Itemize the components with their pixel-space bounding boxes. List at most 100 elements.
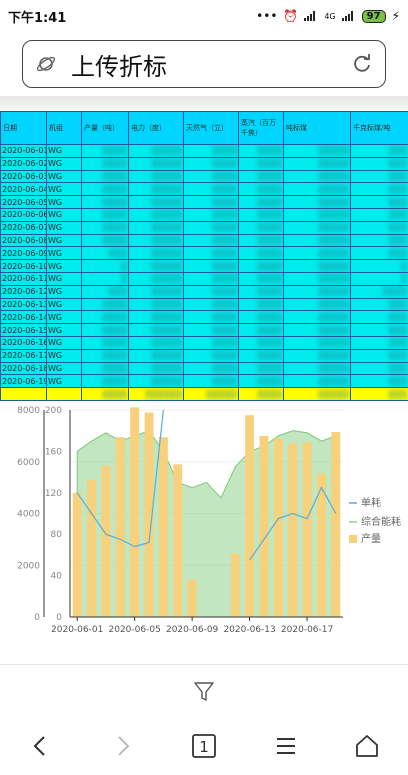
value-cell: ▒▒▒▒ — [183, 284, 239, 299]
value-cell: ▒ — [350, 259, 408, 273]
value-cell: ▒▒▒▒▒ — [128, 246, 184, 261]
value-cell: ▒▒▒▒ — [238, 207, 284, 222]
total-cell: ▒▒▒▒▒▒ — [128, 387, 184, 401]
value-cell: ▒▒▒▒▒ — [283, 271, 351, 286]
planet-icon — [36, 56, 56, 72]
table-row: 2020-06-16 WG ▒▒▒▒ ▒▒▒▒▒ ▒▒▒▒ ▒▒▒▒ ▒▒▒▒▒ ▒▒▒ — [0, 335, 408, 350]
value-cell: ▒▒▒▒ — [238, 335, 284, 350]
value-cell: ▒▒▒▒▒ — [128, 233, 184, 248]
value-cell: ▒▒▒▒▒ — [128, 284, 184, 299]
value-cell: ▒▒▒▒ — [238, 169, 284, 184]
battery-icon: 97 — [361, 9, 386, 23]
y-left-tick-label: 4000 — [17, 510, 40, 520]
value-cell: ▒▒▒▒ — [238, 361, 284, 376]
value-cell: ▒▒▒▒ — [81, 220, 129, 235]
total-cell — [46, 387, 82, 401]
y-mid-tick-label: 120 — [45, 489, 62, 499]
total-cell: ▒▒▒ — [350, 387, 408, 401]
value-cell: ▒▒▒▒ — [238, 144, 284, 158]
value-cell: ▒ — [350, 271, 408, 286]
unit-cell: WG — [46, 361, 82, 376]
filter-bar — [0, 664, 408, 716]
date-cell: 2020-06-03 — [0, 169, 47, 184]
date-cell: 2020-06-19 — [0, 374, 47, 389]
value-cell: ▒▒▒ — [350, 144, 408, 158]
table-row: 2020-06-04 WG ▒▒▒▒ ▒▒▒▒▒ ▒▒▒▒ ▒▒▒▒ ▒▒▒▒▒ ▒▒▒ — [0, 182, 408, 197]
value-cell: ▒▒▒ — [350, 246, 408, 261]
column-header: 产量（吨） — [81, 111, 129, 145]
area-series-综合能耗 — [76, 430, 337, 618]
table-row: 2020-06-02 WG ▒▒▒▒ ▒▒▒▒▒ ▒▒▒▒ ▒▒▒▒ ▒▒▒▒▒ ▒▒▒ — [0, 156, 408, 171]
value-cell: ▒▒▒▒▒ — [283, 169, 351, 184]
value-cell: ▒▒▒▒ — [183, 220, 239, 235]
tabs-button[interactable]: 1 — [184, 726, 224, 766]
forward-button[interactable] — [102, 726, 142, 766]
y-mid-tick-label: 80 — [51, 530, 63, 540]
value-cell: ▒▒▒▒ — [81, 169, 129, 184]
value-cell: ▒▒▒▒ — [238, 348, 284, 363]
unit-cell: WG — [46, 259, 82, 273]
more-dots-icon: ••• — [256, 9, 278, 23]
value-cell: ▒▒▒ — [81, 246, 129, 261]
value-cell: ▒▒▒▒ — [183, 271, 239, 286]
hamburger-icon — [276, 737, 295, 754]
value-cell: ▒▒▒▒▒ — [283, 348, 351, 363]
value-cell: ▒▒▒ — [350, 169, 408, 184]
bar-产量 — [115, 437, 125, 617]
table-row: 2020-06-09 WG ▒▒▒ ▒▒▒▒▒ ▒▒▒▒ ▒▒▒▒ ▒▒▒▒▒ ▒▒▒ — [0, 246, 408, 261]
unit-cell: WG — [46, 284, 82, 299]
x-tick-label: 2020-06-13 — [223, 625, 275, 635]
value-cell: ▒▒▒▒▒ — [128, 271, 184, 286]
address-bar[interactable]: 上传折标 — [22, 40, 386, 88]
home-button[interactable] — [347, 726, 387, 766]
value-cell: ▒▒▒▒▒ — [128, 182, 184, 197]
value-cell: ▒▒▒ — [350, 335, 408, 350]
bar-产量 — [288, 443, 298, 617]
value-cell: ▒▒▒▒ — [81, 233, 129, 248]
table-header-row: 日期 机组 产量（吨） 电力（度） 天然气（立） 蒸汽（百万千焦） 吨标煤 千克标煤/吨 — [0, 111, 408, 145]
back-button[interactable] — [21, 726, 61, 766]
unit-cell: WG — [46, 169, 82, 184]
value-cell: ▒▒▒▒▒ — [128, 169, 184, 184]
table-row: 2020-06-17 WG ▒▒▒▒ ▒▒▒▒▒ ▒▒▒▒ ▒▒▒▒ ▒▒▒▒▒ ▒▒▒ — [0, 348, 408, 363]
refresh-icon[interactable] — [351, 53, 373, 75]
svg-text:1: 1 — [199, 738, 209, 756]
value-cell: ▒▒▒ — [350, 374, 408, 389]
value-cell: ▒▒▒▒ — [238, 374, 284, 389]
value-cell: ▒▒▒▒ — [238, 310, 284, 325]
legend-label: 综合能耗 — [361, 515, 401, 528]
bar-产量 — [259, 435, 269, 617]
unit-cell: WG — [46, 335, 82, 350]
x-tick-label: 2020-06-05 — [109, 625, 161, 635]
value-cell: ▒▒▒▒ — [81, 144, 129, 158]
value-cell: ▒▒▒ — [350, 310, 408, 325]
value-cell: ▒▒▒▒▒ — [128, 374, 184, 389]
value-cell: ▒▒▒▒▒ — [283, 156, 351, 171]
total-cell: ▒▒▒▒ — [238, 387, 284, 401]
y-mid-tick-label: 200 — [45, 406, 62, 416]
bar-产量 — [72, 492, 82, 617]
column-header: 电力（度） — [128, 111, 184, 145]
value-cell: ▒▒▒▒ — [183, 156, 239, 171]
date-cell: 2020-06-07 — [0, 220, 47, 235]
value-cell: ▒▒▒▒ — [81, 182, 129, 197]
value-cell: ▒▒▒▒ — [81, 348, 129, 363]
unit-cell: WG — [46, 220, 82, 235]
value-cell: ▒▒▒▒ — [238, 195, 284, 209]
bar-产量 — [230, 553, 240, 617]
menu-button[interactable] — [266, 726, 306, 766]
filter-icon[interactable] — [192, 679, 216, 703]
date-cell: 2020-06-10 — [0, 259, 47, 273]
status-time: 下午1:41 — [8, 10, 67, 26]
value-cell: ▒▒▒▒ — [238, 323, 284, 337]
value-cell: ▒▒▒ — [350, 323, 408, 337]
value-cell: ▒▒▒▒▒ — [283, 182, 351, 197]
unit-cell: WG — [46, 207, 82, 222]
value-cell: ▒▒▒▒▒ — [283, 323, 351, 337]
date-cell: 2020-06-15 — [0, 323, 47, 337]
total-cell — [0, 387, 47, 401]
table-row: 2020-06-06 WG ▒▒▒▒ ▒▒▒▒▒ ▒▒▒▒ ▒▒▒▒ ▒▒▒▒▒ ▒▒▒ — [0, 207, 408, 222]
value-cell: ▒▒▒▒ — [238, 297, 284, 312]
value-cell: ▒▒▒▒▒ — [283, 374, 351, 389]
x-tick-label: 2020-06-17 — [281, 625, 333, 635]
